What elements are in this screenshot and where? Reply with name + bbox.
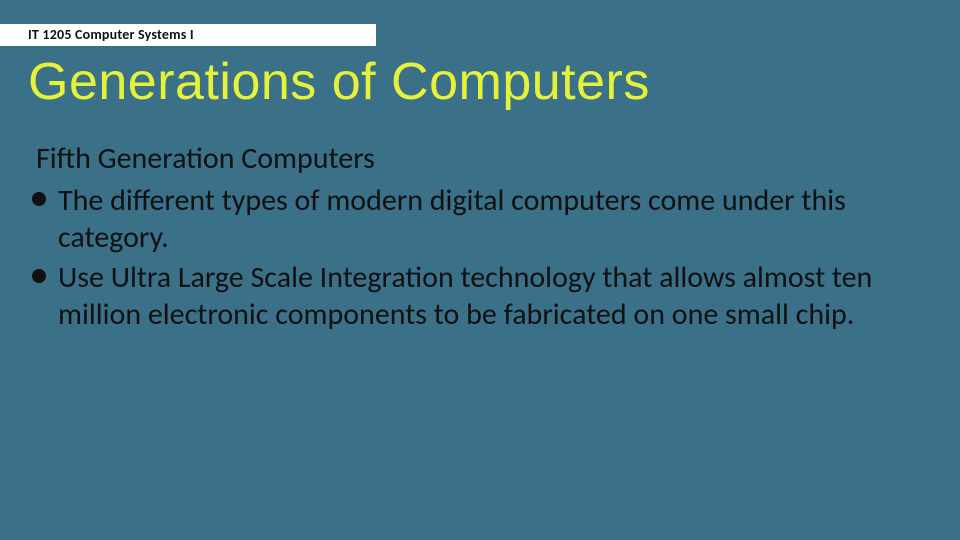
bullet-text: Use Ultra Large Scale Integration techno… [58,259,872,334]
bullet-item: Use Ultra Large Scale Integration techno… [28,259,932,334]
course-label: IT 1205 Computer Systems I [28,26,194,43]
body-content: Fifth Generation Computers The different… [28,140,932,336]
bullet-icon [32,269,46,283]
subtitle: Fifth Generation Computers [36,140,932,178]
bullet-icon [32,192,46,206]
slide-title: Generations of Computers [28,52,650,112]
bullet-text: The different types of modern digital co… [58,182,846,257]
bullet-item: The different types of modern digital co… [28,182,932,257]
